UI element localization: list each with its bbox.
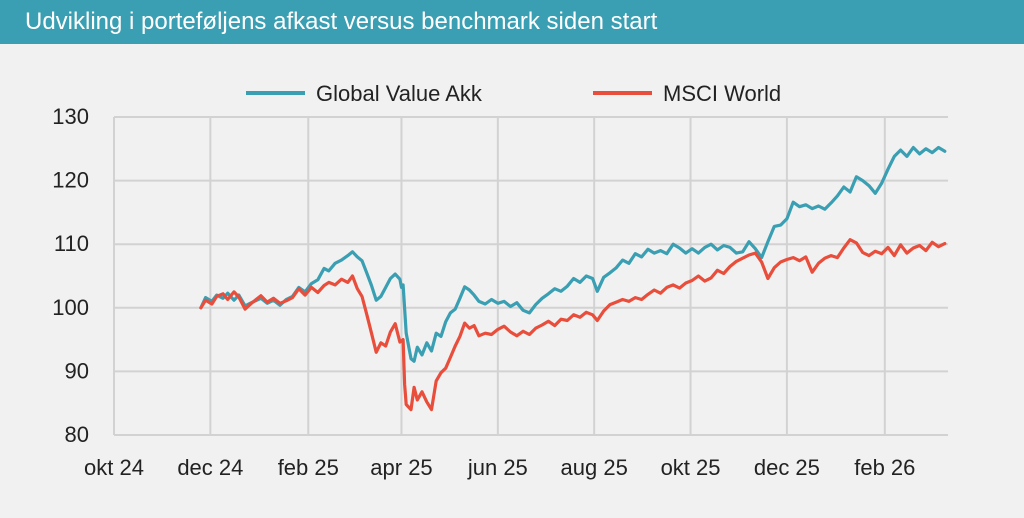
x-axis: okt 24 dec 24 feb 25 apr 25 jun 25 aug 25 okt … xyxy=(84,455,915,480)
x-tick-label: dec 25 xyxy=(754,455,820,480)
y-tick-label: 100 xyxy=(52,295,89,320)
gridlines xyxy=(113,116,948,436)
legend: Global Value Akk MSCI World xyxy=(246,81,781,106)
series-line-msci-world xyxy=(199,238,947,412)
y-tick-label: 110 xyxy=(54,231,89,256)
y-tick-label: 120 xyxy=(52,168,89,193)
y-tick-label: 130 xyxy=(52,104,89,129)
legend-label-msci-world: MSCI World xyxy=(663,81,781,106)
x-tick-label: jun 25 xyxy=(467,455,528,480)
x-tick-label: apr 25 xyxy=(370,455,432,480)
series-lines xyxy=(199,145,947,412)
y-tick-label: 80 xyxy=(65,422,89,447)
x-tick-label: okt 24 xyxy=(84,455,144,480)
y-tick-label: 90 xyxy=(65,358,89,383)
line-chart: Global Value Akk MSCI World 80 90 100 110 12… xyxy=(52,81,948,480)
x-tick-label: feb 25 xyxy=(278,455,339,480)
y-axis: 80 90 100 110 120 130 xyxy=(52,104,89,447)
x-tick-label: aug 25 xyxy=(561,455,628,480)
x-tick-label: feb 26 xyxy=(854,455,915,480)
x-tick-label: dec 24 xyxy=(177,455,243,480)
chart-title: Udvikling i porteføljens afkast versus b… xyxy=(0,0,1024,44)
legend-label-global-value-akk: Global Value Akk xyxy=(316,81,483,106)
chart-area: Global Value Akk MSCI World 80 90 100 110 12… xyxy=(0,44,1024,518)
x-tick-label: okt 25 xyxy=(661,455,721,480)
series-line-global-value-akk xyxy=(199,145,947,363)
